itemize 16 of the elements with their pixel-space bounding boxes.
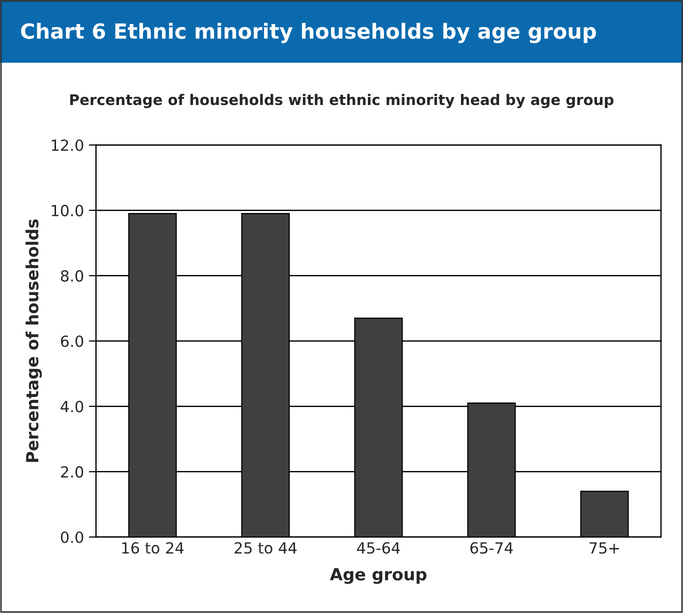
- y-axis-title: Percentage of households: [26, 219, 42, 462]
- chart-subtitle: Percentage of households with ethnic minority head by age group: [70, 94, 614, 108]
- y-tick-label: 6.0: [60, 335, 84, 348]
- y-tick-label: 4.0: [60, 400, 84, 412]
- y-tick-label: 8.0: [60, 270, 84, 282]
- x-tick-label: 16 to 24: [122, 542, 184, 554]
- y-tick-label: 0.0: [60, 531, 84, 544]
- x-tick-label: 65-74: [470, 542, 513, 554]
- x-axis-title: Age group: [330, 568, 426, 584]
- x-tick-label: 45-64: [357, 542, 400, 554]
- chart-title: Chart 6 Ethnic minority households by age group: [21, 22, 596, 44]
- y-tick-label: 12.0: [52, 139, 84, 152]
- x-tick-label: 25 to 44: [234, 542, 297, 554]
- x-tick-label: 75+: [590, 542, 619, 554]
- y-tick-label: 10.0: [52, 204, 84, 216]
- y-tick-label: 2.0: [61, 466, 84, 478]
